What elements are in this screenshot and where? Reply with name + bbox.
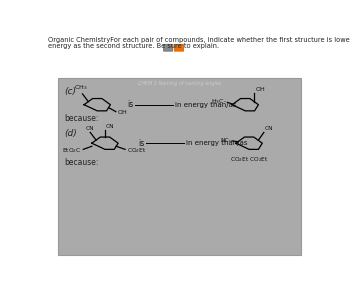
Text: CHEM 1 Naming of naming angles: CHEM 1 Naming of naming angles — [138, 81, 221, 86]
Text: CN: CN — [106, 124, 114, 129]
Text: $\mathregular{CH_3}$: $\mathregular{CH_3}$ — [74, 83, 88, 92]
Text: (d): (d) — [64, 129, 77, 138]
Text: $\mathregular{CO_2}$Et $\mathregular{CO_2}$Et: $\mathregular{CO_2}$Et $\mathregular{CO_… — [230, 155, 268, 164]
Text: is: is — [138, 139, 145, 148]
Text: CN: CN — [86, 126, 94, 131]
Text: CN: CN — [265, 126, 273, 131]
FancyBboxPatch shape — [58, 78, 301, 255]
Text: $\mathregular{H_3}$C-: $\mathregular{H_3}$C- — [211, 97, 228, 106]
Text: because:: because: — [64, 114, 98, 123]
Text: OH: OH — [117, 110, 127, 115]
Text: Organic ChemistryFor each pair of compounds, indicate whether the first structur: Organic ChemistryFor each pair of compou… — [48, 37, 350, 43]
Text: $\mathregular{CO_2}$Et: $\mathregular{CO_2}$Et — [127, 146, 146, 155]
FancyBboxPatch shape — [174, 44, 184, 51]
Text: OH: OH — [256, 87, 265, 92]
Text: because:: because: — [64, 158, 98, 167]
Text: in energy than/as: in energy than/as — [175, 102, 236, 108]
Text: NC-: NC- — [220, 138, 231, 142]
FancyBboxPatch shape — [163, 44, 173, 51]
Text: in energy than/as: in energy than/as — [186, 140, 247, 146]
Text: EtO$_2$C: EtO$_2$C — [63, 146, 82, 155]
Text: energy as the second structure. Be sure to explain.: energy as the second structure. Be sure … — [48, 43, 219, 49]
Text: is: is — [127, 100, 134, 109]
Text: (c): (c) — [64, 87, 76, 96]
